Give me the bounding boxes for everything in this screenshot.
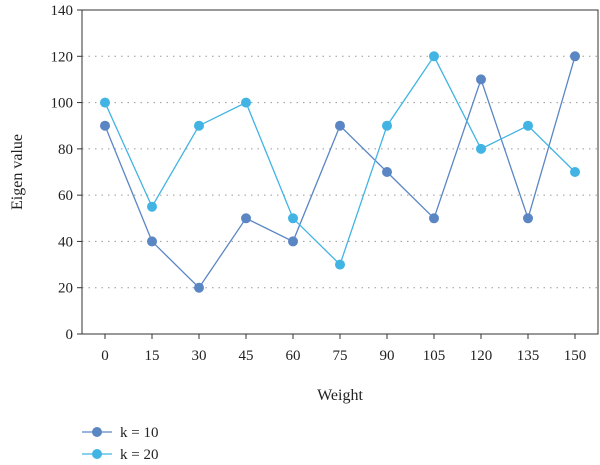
data-point	[241, 213, 251, 224]
y-tick-label: 140	[51, 3, 74, 19]
x-tick-label: 105	[423, 348, 446, 364]
data-point	[335, 259, 345, 270]
x-tick-label: 150	[564, 348, 587, 364]
grid	[82, 55, 598, 289]
plot-frame	[81, 9, 599, 335]
legend-label: k = 10	[120, 425, 158, 441]
y-tick-label: 0	[66, 327, 74, 343]
x-tick-label: 30	[192, 348, 207, 364]
data-point	[570, 51, 580, 62]
data-point	[194, 282, 204, 293]
x-axis-title: Weight	[317, 387, 363, 404]
legend-marker	[92, 427, 102, 437]
y-tick-label: 120	[51, 49, 74, 65]
y-tick-label: 20	[58, 281, 73, 297]
y-tick-label: 40	[58, 234, 73, 250]
x-tick-label: 15	[145, 348, 160, 364]
x-axis: 0 15 30 45 60 75 90 105 120 135 150	[101, 334, 586, 364]
data-point	[147, 236, 157, 247]
x-tick-label: 75	[333, 348, 348, 364]
legend-label: k = 20	[120, 447, 158, 463]
x-tick-label: 135	[517, 348, 540, 364]
x-tick-label: 120	[470, 348, 493, 364]
series-2	[100, 51, 580, 270]
data-point	[429, 213, 439, 224]
data-point	[382, 120, 392, 131]
data-point	[382, 167, 392, 177]
series-group	[100, 51, 580, 293]
x-tick-label: 60	[286, 348, 301, 364]
data-point	[147, 201, 157, 212]
data-point	[429, 51, 439, 62]
y-tick-label: 60	[58, 188, 73, 204]
data-point	[570, 167, 580, 177]
series-1	[100, 51, 580, 293]
y-axis: 0 20 40 60 80 100 120 140	[51, 3, 82, 343]
legend-item: k = 10	[82, 425, 158, 441]
legend-item: k = 20	[82, 447, 158, 463]
data-point	[476, 143, 486, 154]
x-tick-label: 45	[239, 348, 254, 364]
data-point	[523, 120, 533, 131]
legend: k = 10 k = 20	[82, 425, 158, 463]
data-point	[241, 97, 251, 108]
y-tick-label: 80	[58, 142, 73, 158]
y-tick-label: 100	[51, 96, 74, 112]
data-point	[523, 213, 533, 224]
x-tick-label: 90	[380, 348, 395, 364]
series-line	[104, 56, 576, 289]
y-axis-title: Eigen value	[9, 134, 26, 210]
data-point	[100, 97, 110, 108]
data-point	[476, 74, 486, 85]
data-point	[194, 120, 204, 131]
data-point	[288, 213, 298, 224]
data-point	[288, 236, 298, 247]
data-point	[335, 120, 345, 131]
series-line	[104, 55, 576, 266]
x-tick-label: 0	[101, 348, 109, 364]
legend-marker	[92, 449, 102, 459]
data-point	[100, 120, 110, 131]
